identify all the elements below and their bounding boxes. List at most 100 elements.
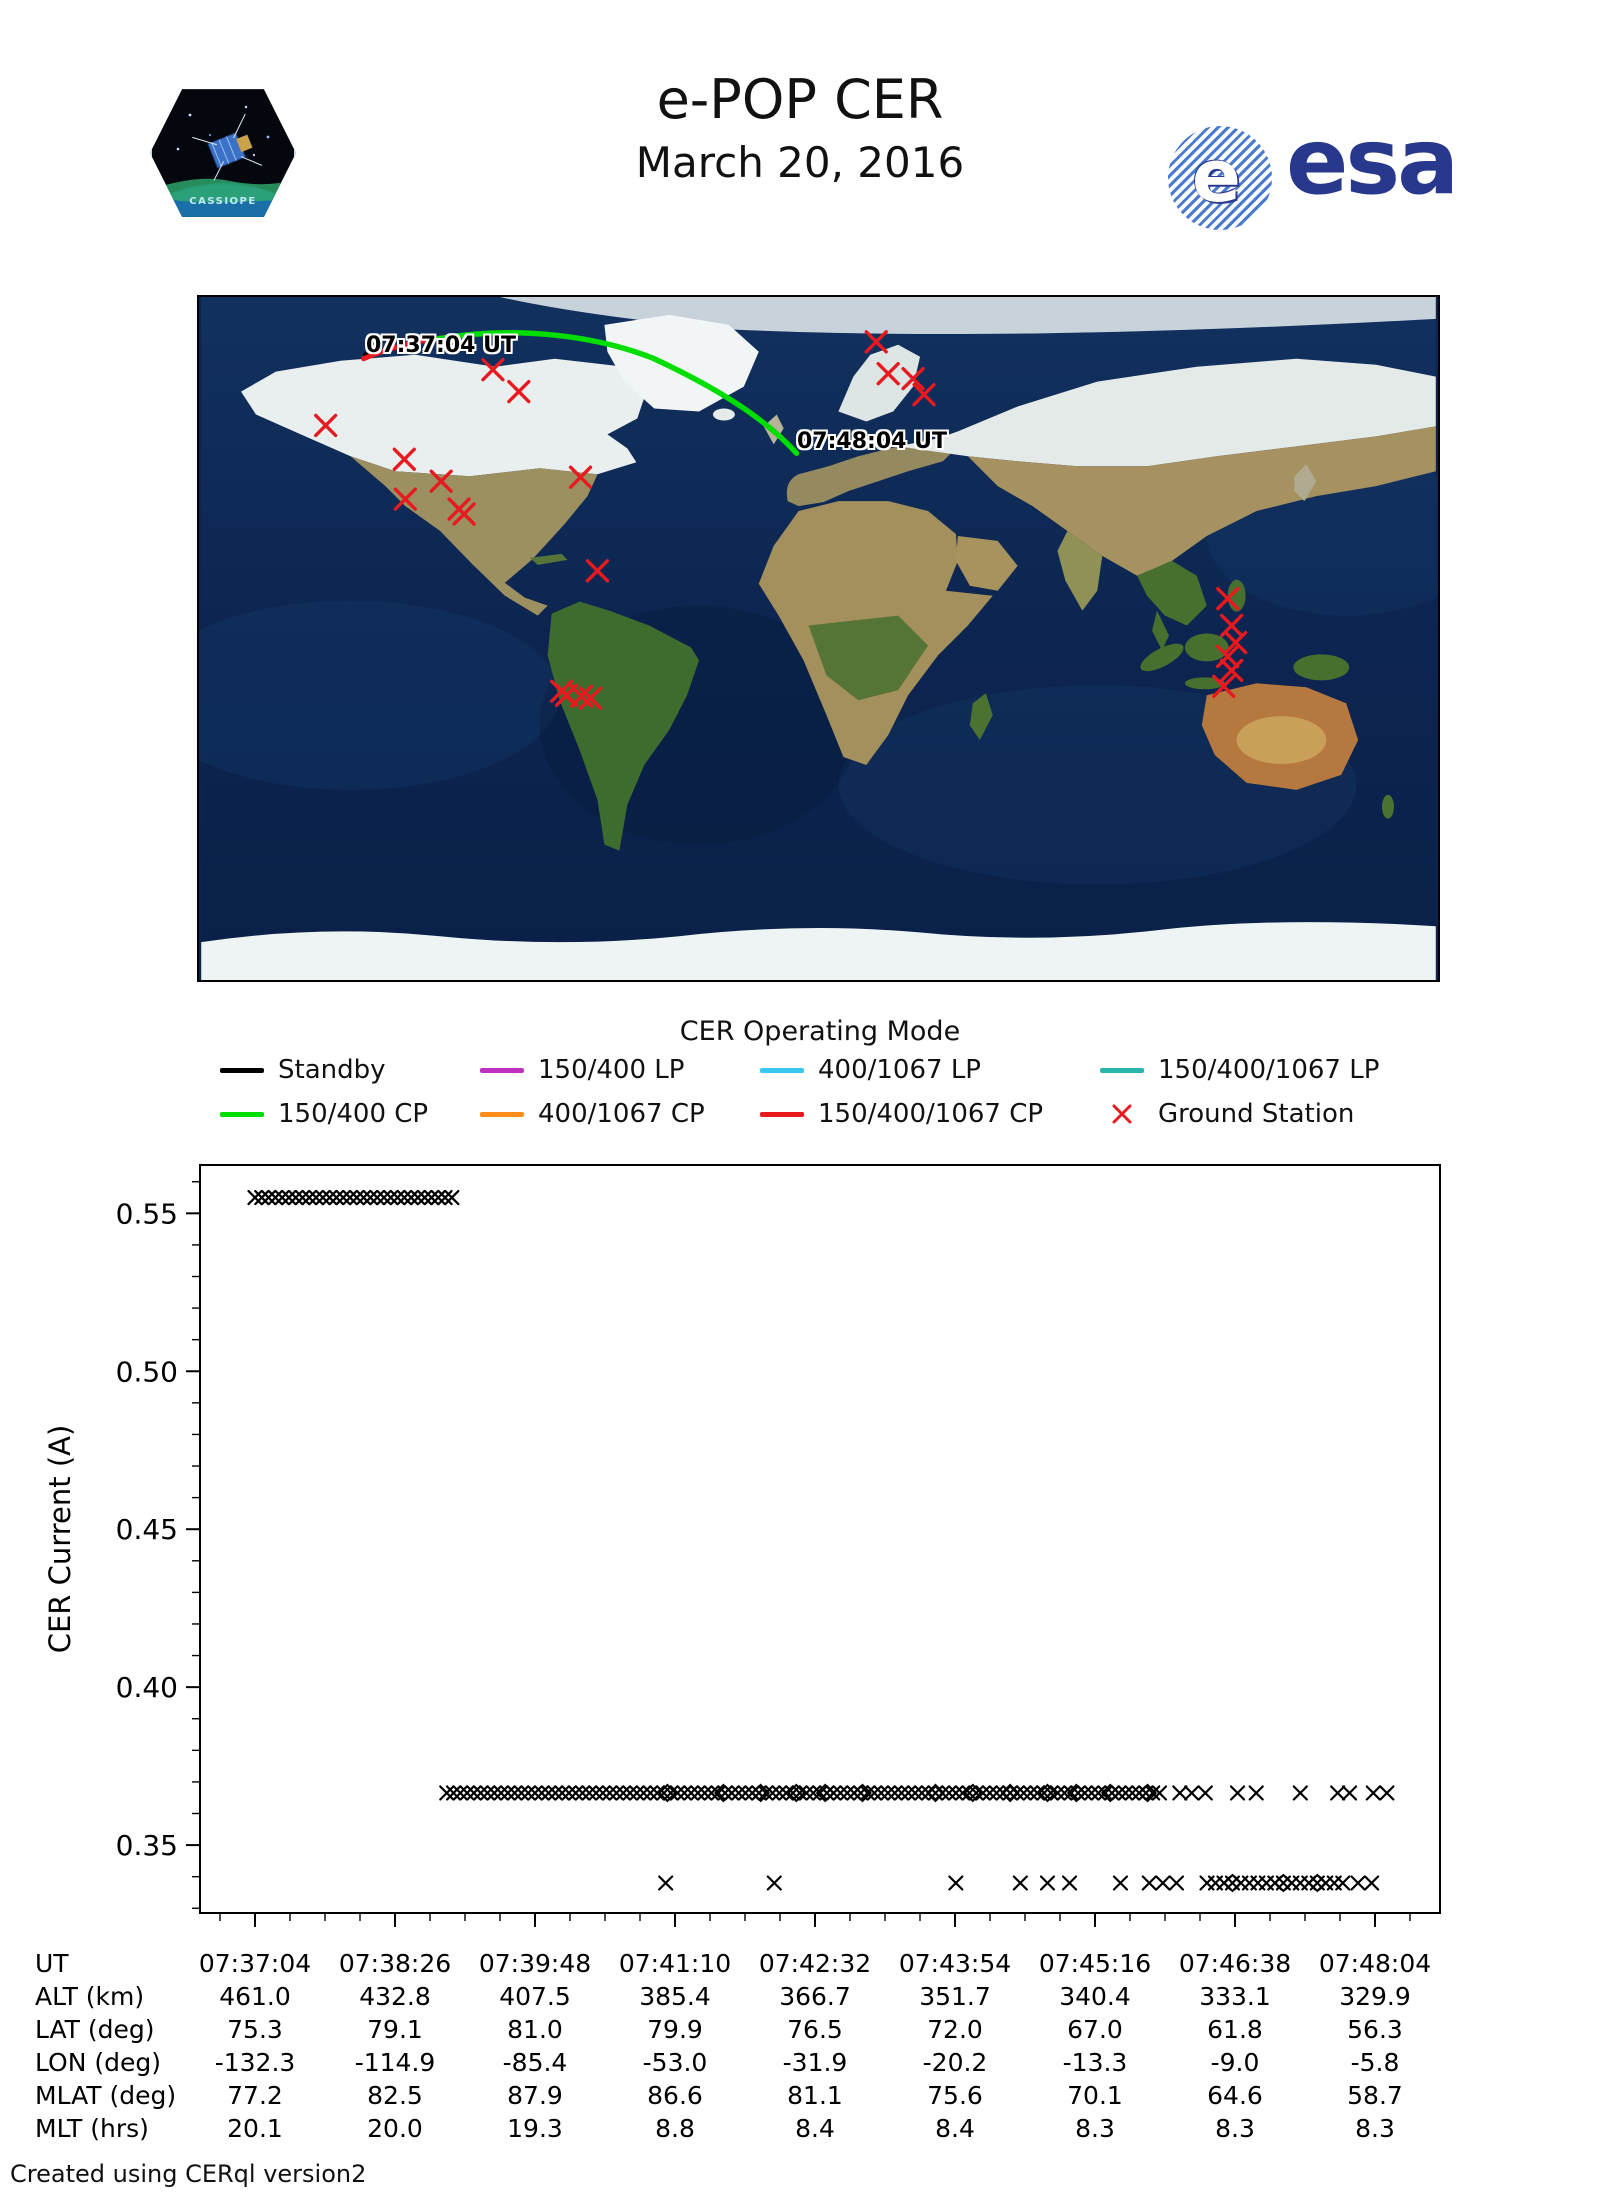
table-cell: 72.0	[927, 2015, 983, 2044]
legend-item-label: 150/400/1067 CP	[818, 1099, 1044, 1129]
data-point-x	[288, 1189, 304, 1206]
table-cell: 8.3	[1355, 2114, 1395, 2143]
ground-station-x-icon	[585, 559, 610, 583]
data-point-x	[486, 1785, 502, 1801]
continent-europe	[786, 438, 958, 507]
data-point-x	[615, 1785, 631, 1801]
ground-station-legend-x-icon	[1112, 1104, 1132, 1124]
table-cell: 86.6	[647, 2081, 703, 2110]
legend-item-label: 400/1067 CP	[538, 1099, 705, 1129]
table-cell: 64.6	[1207, 2081, 1263, 2110]
data-point-x	[766, 1875, 782, 1891]
ground-station-x-icon	[314, 413, 338, 438]
legend-item-label: 400/1067 LP	[818, 1055, 981, 1085]
legend-item-400-1067-lp: 400/1067 LP	[760, 1054, 981, 1086]
table-row-label: LON (deg)	[35, 2048, 161, 2077]
data-point-x	[520, 1785, 536, 1801]
continent-south-america	[547, 601, 700, 851]
data-point-diamond	[1100, 1783, 1120, 1803]
data-point-x	[893, 1785, 910, 1801]
cuba	[529, 553, 568, 565]
data-point-x	[1141, 1875, 1157, 1891]
data-point-x	[669, 1785, 686, 1801]
data-point-x	[410, 1189, 426, 1206]
data-point-x	[247, 1189, 263, 1206]
table-cell: 70.1	[1067, 2081, 1123, 2110]
data-point-x	[860, 1785, 876, 1801]
data-point-x	[294, 1189, 311, 1206]
data-point-x	[301, 1189, 317, 1206]
table-cell: 81.0	[507, 2015, 563, 2044]
data-point-x	[383, 1189, 399, 1206]
data-point-x	[1061, 1875, 1078, 1891]
table-cell: 20.0	[367, 2114, 423, 2143]
japan	[1294, 464, 1317, 502]
legend-line-swatch	[220, 1111, 264, 1117]
ground-station-x-icon	[392, 447, 416, 471]
ground-station-x-icon	[1224, 630, 1248, 655]
table-cell: 19.3	[507, 2114, 563, 2143]
ground-station-x-icon	[568, 465, 593, 489]
data-point-x	[1145, 1785, 1161, 1801]
table-row-alt-km-: ALT (km) 461.0 432.8 407.5 385.4 366.7 351.7 34…	[0, 1980, 1600, 2013]
footer-note: Created using CERql version2	[10, 2160, 367, 2188]
legend-item-label: Ground Station	[1158, 1099, 1355, 1129]
data-point-x	[832, 1785, 849, 1801]
table-cell: 07:37:04	[198, 1949, 312, 1978]
java	[1184, 677, 1225, 690]
data-point-x	[629, 1785, 645, 1801]
data-point-x	[778, 1785, 794, 1801]
data-point-x	[608, 1785, 625, 1801]
table-cell: 61.8	[1207, 2015, 1263, 2044]
page-title: e-POP CER	[656, 68, 944, 131]
esa-logo-text: esa	[1286, 108, 1459, 215]
ground-station-x-icon	[1212, 674, 1236, 698]
data-point-x	[1124, 1785, 1140, 1801]
legend-line-swatch	[480, 1111, 524, 1117]
data-point-x	[1330, 1785, 1346, 1801]
track-end-time-label: 07:48:04 UT	[797, 429, 947, 454]
data-point-x	[254, 1189, 270, 1206]
y-axis-tick-label: 0.45	[116, 1513, 178, 1546]
table-cell: 07:38:26	[338, 1949, 452, 1978]
ground-station-x-icon	[1216, 587, 1240, 611]
arabia	[955, 535, 1018, 591]
data-point-x	[1197, 1785, 1213, 1801]
table-cell: -53.0	[642, 2048, 708, 2077]
ground-station-x-icon	[578, 686, 603, 710]
table-cell: 82.5	[367, 2081, 423, 2110]
table-cell: 75.6	[927, 2081, 983, 2110]
table-row-mlt-hrs-: MLT (hrs) 20.1 20.0 19.3 8.8 8.4 8.4 8.3 8.3 8.3	[0, 2112, 1600, 2145]
siberia-snow	[898, 358, 1436, 467]
table-cell: 07:45:16	[1038, 1949, 1152, 1978]
data-point-x	[1036, 1785, 1052, 1801]
table-cell: -9.0	[1210, 2048, 1260, 2077]
data-point-x	[758, 1785, 774, 1801]
data-point-x	[473, 1785, 489, 1801]
legend-line-swatch	[760, 1111, 804, 1117]
table-cell: 07:43:54	[898, 1949, 1012, 1978]
data-point-x	[805, 1785, 821, 1801]
table-cell: 340.4	[1059, 1982, 1131, 2011]
data-point-x	[1063, 1785, 1079, 1801]
data-point-x	[642, 1785, 658, 1801]
data-point-x	[1379, 1785, 1395, 1801]
data-point-x	[697, 1785, 713, 1801]
data-point-x	[900, 1785, 916, 1801]
ground-station-x-icon	[393, 487, 417, 511]
table-cell: 77.2	[227, 2081, 283, 2110]
data-point-x	[417, 1189, 433, 1206]
data-point-diamond	[713, 1783, 733, 1803]
data-point-x	[1022, 1785, 1039, 1801]
y-axis-tick-label: 0.50	[116, 1355, 178, 1388]
data-point-diamond	[1038, 1783, 1057, 1803]
table-cell: -5.8	[1350, 2048, 1400, 2077]
data-point-x	[636, 1785, 652, 1801]
data-point-x	[493, 1785, 509, 1801]
table-cell: 333.1	[1199, 1982, 1271, 2011]
data-point-x	[1151, 1785, 1168, 1801]
data-point-x	[315, 1189, 331, 1206]
table-cell: 432.8	[359, 1982, 431, 2011]
data-point-x	[466, 1785, 482, 1801]
table-cell: 81.1	[787, 2081, 843, 2110]
